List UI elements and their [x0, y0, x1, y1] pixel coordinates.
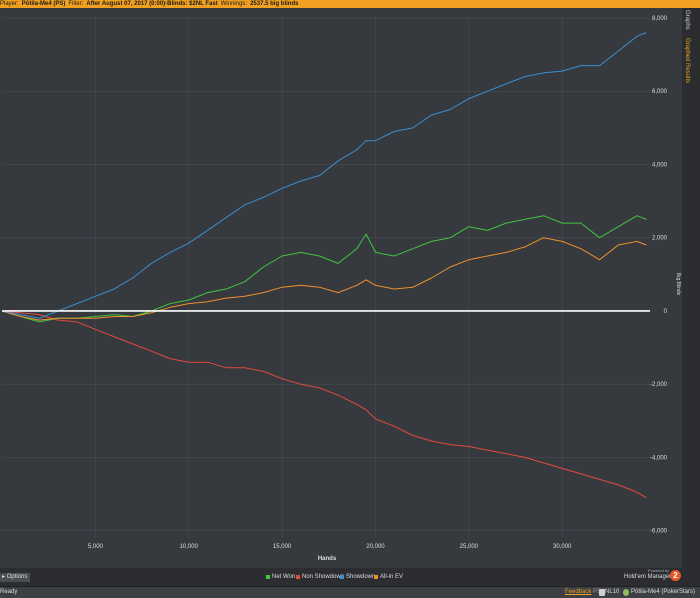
- y-tick-label: 8,000: [652, 16, 668, 22]
- y-tick-label: -4,000: [650, 455, 668, 461]
- net-won-line: [1, 215, 647, 323]
- status-ready: Ready: [0, 589, 18, 595]
- x-tick-label: 5,000: [88, 544, 104, 550]
- powered-by-text: Powered by: [648, 568, 670, 573]
- options-label: Options: [6, 574, 28, 580]
- y-tick-label: 4,000: [652, 162, 668, 168]
- legend-item-non-showdown: Non Showdown: [296, 574, 344, 580]
- limit-label[interactable]: NL10: [605, 589, 620, 595]
- product-name: Hold'em Manager: [624, 574, 672, 580]
- feedback-link[interactable]: Feedback: [565, 589, 592, 595]
- legend-label: Non Showdown: [302, 574, 345, 580]
- series-layer: [1, 32, 650, 499]
- hm-logo: 2: [670, 570, 681, 581]
- status-bar: Ready Feedback PS NL10 Pōtila-Me4 (Poker…: [0, 586, 700, 598]
- legend-label: All-in EV: [380, 574, 404, 580]
- legend-swatch: [374, 575, 378, 579]
- filter-bar: Player: Pōtila-Me4 (PS) Filter: After Augus…: [0, 0, 700, 8]
- tab-graphed-results[interactable]: Graphed Results: [684, 38, 690, 84]
- player-label: Player:: [0, 1, 19, 7]
- y-tick-label: -2,000: [650, 382, 668, 388]
- x-tick-label: 30,000: [553, 544, 572, 550]
- filter-label: Filter:: [68, 1, 84, 7]
- legend-label: Showdown: [346, 574, 376, 580]
- x-tick-label: 10,000: [180, 544, 199, 550]
- side-tab-strip: [682, 8, 700, 568]
- options-button[interactable]: ▸ Options: [0, 573, 30, 582]
- y-tick-label: 6,000: [652, 89, 668, 95]
- tab-graphs[interactable]: Graphs: [684, 10, 690, 30]
- chart-area: [0, 8, 682, 568]
- legend-swatch: [266, 575, 270, 579]
- non-showdown-line: [1, 310, 647, 499]
- y-tick-label: -6,000: [650, 529, 668, 535]
- y-axis-label: Big Blinds: [675, 273, 681, 296]
- site-label: PS: [593, 589, 602, 595]
- y-tick-label: 2,000: [652, 236, 668, 242]
- tick-labels: 5,000 10,000 15,000 20,000 25,000 30,000 8,000…: [88, 16, 668, 550]
- y-tick-label: 0: [664, 309, 668, 315]
- x-tick-label: 15,000: [273, 544, 292, 550]
- legend-item-net-won: Net Won: [266, 574, 295, 580]
- x-axis-label: Hands: [318, 556, 337, 562]
- legend-bar: [0, 568, 700, 586]
- showdown-line: [1, 32, 647, 319]
- legend-label: Net Won: [272, 574, 296, 580]
- player-icon: [623, 589, 629, 596]
- status-player[interactable]: Pōtila-Me4 (PokerStars): [631, 589, 696, 595]
- legend-item-allin-ev: All-in EV: [374, 574, 403, 580]
- legend-swatch: [296, 575, 300, 579]
- legend-swatch: [340, 575, 344, 579]
- legend-item-showdown: Showdown: [340, 574, 375, 580]
- winnings-value: 2537.5 big blinds: [250, 1, 299, 7]
- winnings-label: Winnings:: [220, 1, 248, 7]
- filter-value: After August 07, 2017 (0:00)-Blinds: $2N…: [86, 1, 218, 7]
- graph: 5,000 10,000 15,000 20,000 25,000 30,000 8,000…: [1, 16, 681, 562]
- allin-ev-line: [1, 237, 647, 321]
- grid: [2, 17, 650, 538]
- x-tick-label: 20,000: [366, 544, 385, 550]
- x-tick-label: 25,000: [460, 544, 479, 550]
- options-icon: ▸: [2, 574, 7, 580]
- limit-icon: [599, 589, 605, 596]
- player-name: Pōtila-Me4 (PS): [21, 1, 66, 7]
